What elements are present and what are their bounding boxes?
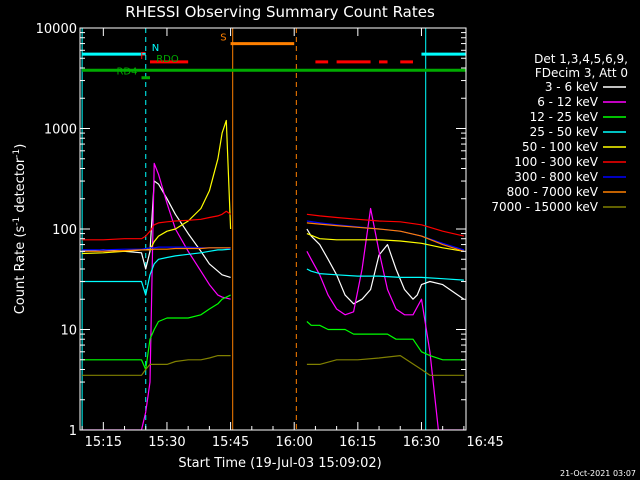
x-tick-label-3: 16:00 [275, 435, 312, 450]
x-tick-label-0: 15:15 [85, 435, 122, 450]
y-tick-label-2: 100 [52, 223, 77, 238]
series-line-2 [82, 294, 464, 371]
series-line-0 [82, 180, 465, 305]
y-tick-label-1: 10 [60, 324, 77, 339]
legend-header-1: FDecim 3, Att 0 [535, 66, 628, 80]
series-line-7 [82, 222, 465, 252]
legend: Det 1,3,4,5,6,9,FDecim 3, Att 03 - 6 keV… [491, 52, 628, 214]
plot-area: NF S RD4 RDO [81, 28, 466, 430]
x-tick-label-4: 16:15 [339, 435, 376, 450]
series-line-1 [82, 162, 464, 430]
legend-label-0: 3 - 6 keV [545, 80, 599, 94]
legend-label-5: 100 - 300 keV [514, 155, 598, 169]
y-axis-label: Count Rate (s-1 detector-1) [12, 144, 28, 315]
footer-timestamp: 21-Oct-2021 03:07 [560, 469, 636, 478]
flag-label-f: F [140, 51, 146, 62]
legend-label-7: 800 - 7000 keV [507, 185, 599, 199]
chart-title: RHESSI Observing Summary Count Rates [125, 3, 435, 21]
axes: 15:15 15:30 15:45 16:00 16:15 16:30 16:45 1 10 10… [36, 22, 504, 450]
y-tick-label-0: 1 [69, 424, 77, 439]
x-axis-label: Start Time (19-Jul-03 15:09:02) [178, 456, 381, 471]
legend-label-2: 12 - 25 keV [530, 110, 599, 124]
legend-label-8: 7000 - 15000 keV [491, 200, 598, 214]
y-tick-label-3: 1000 [44, 123, 77, 138]
flag-label-rd4: RD4 [116, 67, 137, 78]
legend-header-0: Det 1,3,4,5,6,9, [534, 52, 628, 66]
x-tick-label-2: 15:45 [212, 435, 249, 450]
flag-label-s: S [220, 33, 226, 44]
x-tick-label-6: 16:45 [466, 435, 503, 450]
legend-label-6: 300 - 800 keV [514, 170, 598, 184]
series-line-5 [82, 210, 465, 241]
x-tick-label-1: 15:30 [148, 435, 185, 450]
legend-label-4: 50 - 100 keV [522, 140, 599, 154]
y-tick-label-4: 10000 [36, 22, 77, 37]
flag-label-rdo: RDO [156, 54, 179, 65]
series-line-3 [82, 248, 464, 296]
flag-label-n: N [152, 43, 159, 54]
series-line-8 [82, 355, 464, 376]
plot-content: NF S RD4 RDO [81, 28, 466, 430]
legend-label-3: 25 - 50 keV [530, 125, 599, 139]
x-tick-label-5: 16:30 [403, 435, 440, 450]
legend-label-1: 6 - 12 keV [537, 95, 599, 109]
